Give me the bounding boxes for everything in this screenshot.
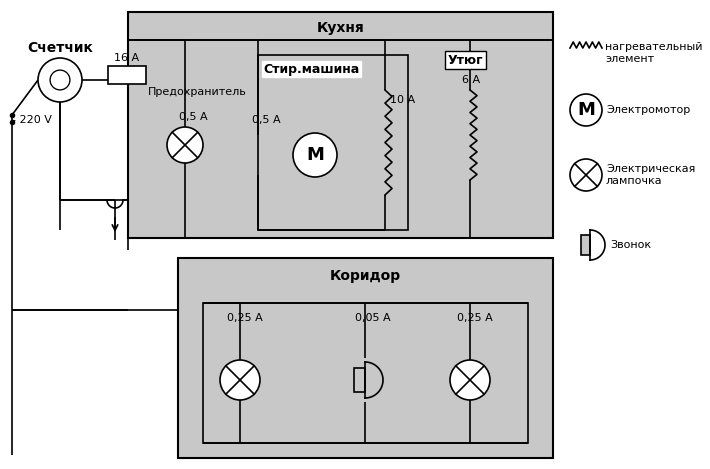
Text: М: М: [306, 146, 324, 164]
Bar: [258, 55, 408, 230]
Text: нагревательный
элемент: нагревательный элемент: [605, 42, 702, 64]
Text: Предохранитель: Предохранитель: [148, 87, 247, 97]
Text: Звонок: Звонок: [610, 240, 651, 250]
Text: Утюг: Утюг: [448, 53, 484, 67]
Bar: [354, 368, 365, 392]
Text: 0,25 А: 0,25 А: [457, 313, 493, 323]
Text: Стир.машина: Стир.машина: [263, 62, 359, 76]
Circle shape: [450, 360, 490, 400]
Text: 16 А: 16 А: [114, 53, 140, 63]
Text: Электромотор: Электромотор: [606, 105, 690, 115]
Text: Коридор: Коридор: [330, 269, 401, 283]
Text: Электрическая
лампочка: Электрическая лампочка: [606, 164, 695, 186]
Text: 10 А: 10 А: [390, 95, 415, 105]
Bar: [128, 12, 553, 238]
Bar: [178, 258, 553, 458]
Circle shape: [570, 94, 602, 126]
Text: 0,5 А: 0,5 А: [251, 115, 280, 125]
Text: 0,05 А: 0,05 А: [355, 313, 390, 323]
Circle shape: [220, 360, 260, 400]
Bar: [203, 303, 528, 443]
Text: - 220 V: - 220 V: [12, 115, 52, 125]
Circle shape: [50, 70, 70, 90]
Text: 0,5 А: 0,5 А: [179, 112, 207, 122]
Circle shape: [570, 159, 602, 191]
Circle shape: [38, 58, 82, 102]
Text: Кухня: Кухня: [317, 21, 364, 35]
Circle shape: [293, 133, 337, 177]
Circle shape: [167, 127, 203, 163]
Text: М: М: [577, 101, 595, 119]
Bar: [581, 235, 590, 255]
Bar: [108, 66, 146, 84]
Text: 0,25 А: 0,25 А: [227, 313, 263, 323]
Text: 6 А: 6 А: [462, 75, 480, 85]
Text: Счетчик: Счетчик: [27, 41, 93, 55]
